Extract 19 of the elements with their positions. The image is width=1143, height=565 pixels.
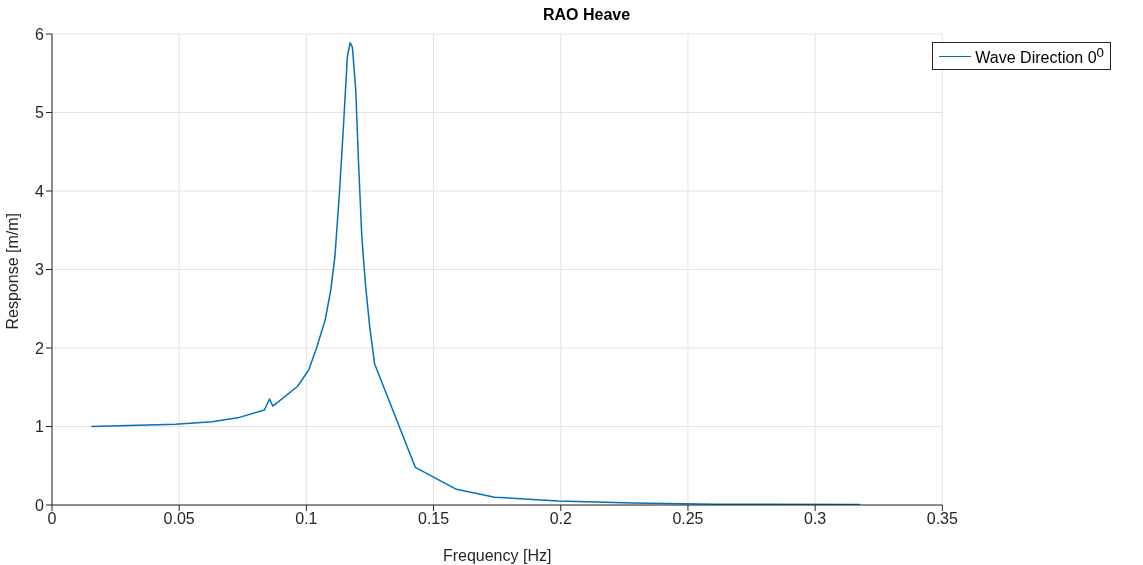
x-tick-label: 0.15 <box>418 510 450 528</box>
y-tick-label: 4 <box>35 182 45 200</box>
x-tick-label: 0.3 <box>804 510 827 528</box>
x-tick-label: 0.1 <box>295 510 318 528</box>
x-axis-title: Frequency [Hz] <box>442 547 552 564</box>
legend-label: Wave Direction 0$^{0}$ <box>975 45 1104 68</box>
x-tick-label: 0.35 <box>926 510 959 528</box>
y-tick-label: 6 <box>35 25 45 43</box>
x-tick-label: 0 <box>47 510 57 528</box>
y-axis-title: Response [m/m] <box>3 213 21 330</box>
y-tick-label: 1 <box>35 418 45 436</box>
y-tick-label: 5 <box>35 104 45 122</box>
y-tick-label: 2 <box>35 339 45 357</box>
y-tick-label: 0 <box>35 496 45 514</box>
x-tick-label: 0.25 <box>672 510 704 528</box>
y-tick-label: 3 <box>35 261 45 279</box>
x-tick-label: 0.05 <box>163 510 195 528</box>
x-tick-label: 0.2 <box>549 510 572 528</box>
chart-title: RAO Heave <box>541 6 632 24</box>
